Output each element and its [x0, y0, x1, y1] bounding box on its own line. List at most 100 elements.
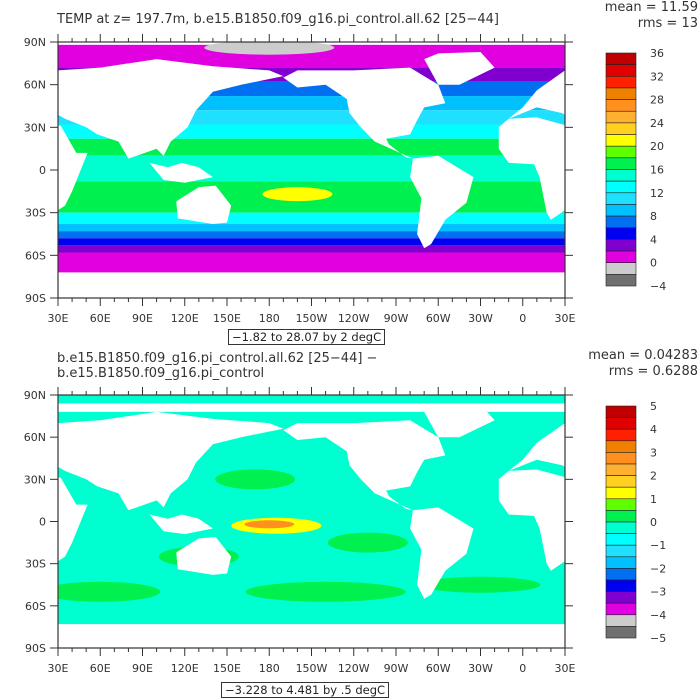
land-antarctica	[58, 273, 565, 298]
temperature-band	[58, 245, 565, 253]
colorbar-swatch	[605, 591, 637, 604]
colorbar-label: −5	[650, 632, 666, 645]
colorbar-swatch	[605, 122, 637, 135]
atlantic-warm-anomaly	[0, 528, 13, 538]
lon-label: 120W	[338, 312, 370, 325]
positive-anomaly-region	[420, 576, 541, 593]
panel2-title: b.e15.B1850.f09_g16.pi_control.all.62 [2…	[57, 351, 378, 381]
colorbar-swatch	[605, 64, 637, 77]
lon-label: 0	[519, 662, 526, 675]
lat-label: 90S	[25, 642, 46, 655]
panel1-range-label: −1.82 to 28.07 by 2 degC	[228, 329, 386, 345]
land-samerica	[410, 507, 474, 599]
colorbar-swatch	[605, 405, 637, 418]
positive-anomaly-region	[215, 469, 296, 490]
colorbar-swatch	[605, 463, 637, 476]
colorbar-swatch	[605, 626, 637, 639]
colorbar-swatch	[605, 417, 637, 430]
lat-label: 30N	[24, 473, 46, 486]
lon-label: 120E	[171, 312, 199, 325]
lat-label: 90N	[24, 36, 46, 49]
lat-label: 0	[39, 516, 46, 529]
temperature-band	[58, 155, 565, 182]
lon-label: 60W	[426, 312, 451, 325]
colorbar-swatch	[605, 544, 637, 558]
lat-label: 90N	[24, 389, 46, 402]
colorbar-swatch	[605, 440, 637, 453]
panel2-rms: rms = 0.6288	[608, 364, 698, 379]
land-greenland	[424, 404, 495, 438]
colorbar-swatch	[605, 99, 637, 112]
lon-label: 30E	[48, 312, 69, 325]
colorbar-label: −3	[650, 586, 666, 599]
colorbar-label: −4	[650, 609, 666, 622]
lon-label: 90W	[384, 662, 409, 675]
lon-label: 150E	[213, 662, 241, 675]
colorbar-swatch	[605, 262, 637, 275]
colorbar-swatch	[605, 134, 637, 147]
land-africa	[498, 469, 565, 571]
land-australia	[176, 185, 232, 224]
colorbar-label: 1	[650, 493, 657, 506]
colorbar-swatch	[605, 157, 637, 170]
colorbar-swatch	[605, 250, 637, 264]
colorbar-swatch	[605, 498, 637, 511]
colorbar-swatch	[605, 475, 637, 488]
colorbar-swatch	[605, 110, 637, 124]
colorbar-swatch	[605, 274, 637, 287]
lon-label: 150W	[296, 662, 328, 675]
lon-label: 120W	[338, 662, 370, 675]
lat-label: 60N	[24, 79, 46, 92]
colorbar-label: 0	[650, 516, 657, 529]
land-australia	[176, 537, 232, 575]
colorbar-label: 20	[650, 140, 664, 153]
colorbar-swatch	[605, 510, 637, 523]
lon-label: 150W	[296, 312, 328, 325]
land-africa	[498, 117, 565, 220]
positive-anomaly-region	[327, 532, 408, 553]
temperature-band	[58, 238, 565, 246]
land-eurasia	[58, 59, 284, 159]
colorbar-swatch	[605, 602, 637, 616]
panel1-title: TEMP at z= 197.7m, b.e15.B1850.f09_g16.p…	[57, 12, 499, 27]
land-indonesia	[657, 515, 700, 535]
lon-label: 30E	[555, 662, 576, 675]
positive-anomaly-region	[58, 581, 161, 602]
land-australia	[683, 186, 700, 224]
colorbar-swatch	[605, 239, 637, 252]
land-eurasia	[508, 423, 565, 471]
colorbar-swatch	[605, 52, 637, 65]
colorbar-label: 12	[650, 187, 664, 200]
lon-label: 30W	[468, 662, 493, 675]
lon-label: 60E	[90, 662, 111, 675]
colorbar-swatch	[605, 452, 637, 465]
lat-label: 30N	[24, 121, 46, 134]
lon-label: 30E	[555, 312, 576, 325]
colorbar-label: 28	[650, 94, 664, 107]
colorbar-swatch	[605, 169, 637, 182]
lon-label: 180	[259, 312, 280, 325]
colorbar-label: −2	[650, 562, 666, 575]
arctic-ice	[58, 403, 565, 412]
colorbar-swatch	[605, 227, 637, 240]
positive-anomaly-region	[245, 581, 406, 602]
lon-label: 150E	[213, 312, 241, 325]
lat-label: 30S	[25, 207, 46, 220]
positive-anomaly-region	[0, 467, 18, 491]
colorbar-swatch	[605, 579, 637, 592]
colorbar-label: 0	[650, 257, 657, 270]
colorbar-label: 36	[650, 47, 664, 60]
land-indonesia	[149, 514, 213, 535]
lat-label: 60S	[25, 600, 46, 613]
arctic-cold-region	[204, 42, 335, 55]
lon-label: 180	[259, 662, 280, 675]
lat-label: 60N	[24, 431, 46, 444]
temperature-band	[58, 224, 565, 232]
land-indonesia	[149, 162, 213, 183]
lon-label: 90E	[132, 312, 153, 325]
colorbar-swatch	[605, 145, 637, 159]
land-australia	[683, 537, 700, 575]
colorbar-label: 16	[650, 164, 664, 177]
land-africa	[58, 125, 88, 211]
